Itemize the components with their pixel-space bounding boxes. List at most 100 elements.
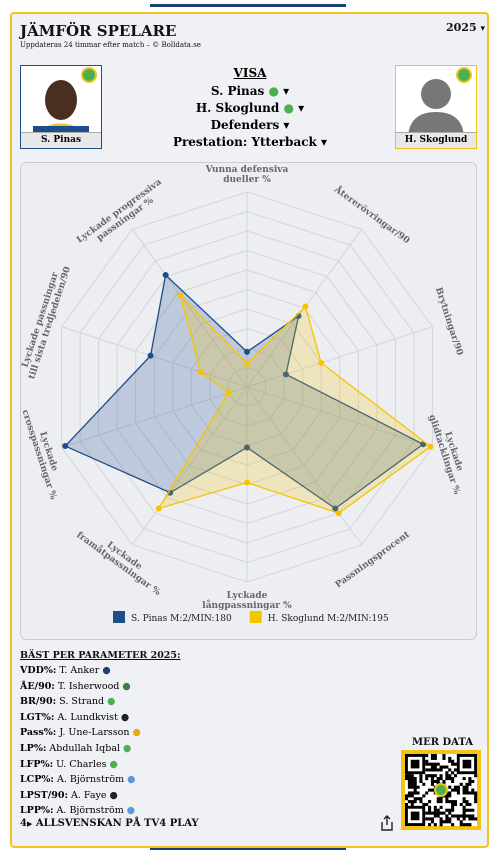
qr-cell	[416, 791, 420, 795]
param-key: LPP%:	[20, 805, 54, 817]
player1-select[interactable]: S. Pinas ● ▾	[210, 84, 290, 98]
best-item: BR/90: S. Strand ●	[20, 696, 115, 707]
qr-cell	[448, 808, 452, 812]
qr-cell	[465, 823, 469, 827]
qr-cell	[413, 797, 417, 801]
data-point	[225, 390, 232, 397]
visa-title: VISA	[233, 66, 267, 80]
qr-cell	[448, 794, 452, 798]
qr-cell	[422, 802, 426, 807]
qr-cell	[445, 820, 449, 824]
best-item: ÅE/90: T. Isherwood ●	[20, 681, 131, 692]
qr-cell	[433, 754, 437, 758]
qr-cell	[462, 817, 466, 821]
best-item: LP%: Abdullah Iqbal ●	[20, 743, 131, 754]
qr-cell	[462, 785, 466, 789]
club-emblem: ●	[123, 743, 132, 754]
qr-cell	[407, 785, 411, 789]
legend-item: S. Pinas M:2/MIN:180	[113, 611, 232, 624]
qr-cell	[445, 771, 449, 775]
qr-cell	[451, 814, 455, 818]
role-select[interactable]: Prestation: Ytterback ▾	[172, 135, 328, 149]
best-item: LCP%: A. Björnström ●	[20, 774, 135, 785]
qr-cell	[451, 805, 455, 809]
qr-cell	[433, 805, 437, 809]
player-name: H. Skoglund	[396, 132, 476, 148]
qr-cell	[468, 791, 472, 795]
club-emblem: ●	[132, 727, 141, 739]
qr-cell	[433, 811, 437, 815]
qr-cell	[459, 782, 463, 786]
qr-cell	[442, 756, 446, 760]
qr-cell	[474, 794, 478, 798]
position-select[interactable]: Defenders ▾	[210, 118, 290, 132]
qr-cell	[407, 779, 411, 783]
qr-code[interactable]	[401, 750, 481, 830]
qr-cell	[430, 817, 434, 821]
qr-cell	[453, 814, 458, 818]
qr-cell	[405, 774, 409, 778]
player-name: A. Björnström	[56, 805, 124, 817]
qr-cell	[462, 805, 466, 809]
qr-cell	[448, 800, 452, 804]
qr-cell	[436, 779, 440, 783]
qr-cell	[433, 756, 437, 760]
qr-cell	[416, 785, 420, 789]
qr-cell	[474, 800, 478, 804]
qr-cell	[445, 774, 449, 778]
qr-cell	[448, 811, 452, 815]
qr-cell	[410, 800, 414, 804]
qr-cell	[451, 802, 455, 807]
data-point	[318, 359, 325, 366]
best-item: LPST/90: A. Faye ●	[20, 790, 118, 801]
qr-cell	[413, 800, 417, 804]
param-key: LFP%:	[20, 758, 54, 770]
qr-cell	[468, 777, 472, 781]
qr-cell	[407, 794, 411, 798]
share-icon[interactable]	[380, 815, 394, 831]
club-emblem: ●	[120, 711, 130, 723]
qr-cell	[419, 774, 423, 778]
qr-cell	[445, 817, 449, 821]
qr-cell	[445, 797, 449, 801]
qr-cell	[471, 791, 475, 795]
qr-cell	[436, 777, 440, 781]
qr-cell	[436, 814, 440, 818]
radar-spoke	[246, 386, 363, 546]
player-name: T. Isherwood	[57, 680, 120, 692]
player2-select[interactable]: H. Skoglund ● ▾	[195, 101, 305, 115]
qr-cell	[462, 808, 466, 812]
legend-swatch	[249, 611, 262, 623]
qr-cell	[453, 800, 458, 804]
legend-item: H. Skoglund M:2/MIN:195	[249, 611, 389, 624]
qr-cell	[413, 777, 417, 781]
qr-cell	[439, 823, 443, 827]
radar-spoke	[246, 386, 433, 448]
qr-cell	[451, 788, 455, 792]
qr-cell	[425, 759, 429, 763]
qr-cell	[428, 768, 432, 772]
footer-link[interactable]: 4▶ ALLSVENSKAN PÅ TV4 PLAY	[20, 818, 199, 829]
qr-cell	[453, 802, 458, 807]
emblem: ●	[283, 101, 294, 115]
qr-cell	[433, 762, 437, 766]
qr-cell	[410, 779, 414, 783]
qr-cell	[428, 808, 432, 812]
qr-cell	[462, 823, 466, 827]
qr-cell	[448, 777, 452, 781]
axis-label: Lyckade långpassningar %	[202, 591, 292, 611]
qr-cell	[430, 765, 434, 769]
qr-finder	[405, 805, 426, 826]
season-select[interactable]: 2025 ▾	[446, 21, 485, 34]
player-name: A. Faye	[70, 789, 107, 801]
qr-cell	[433, 814, 437, 818]
qr-cell	[433, 765, 437, 769]
qr-cell	[459, 802, 463, 807]
qr-cell	[459, 823, 463, 827]
qr-cell	[410, 791, 414, 795]
qr-cell	[436, 811, 440, 815]
qr-cell	[468, 814, 472, 818]
icon: ▶	[26, 819, 33, 828]
qr-cell	[451, 808, 455, 812]
portrait	[408, 67, 472, 136]
